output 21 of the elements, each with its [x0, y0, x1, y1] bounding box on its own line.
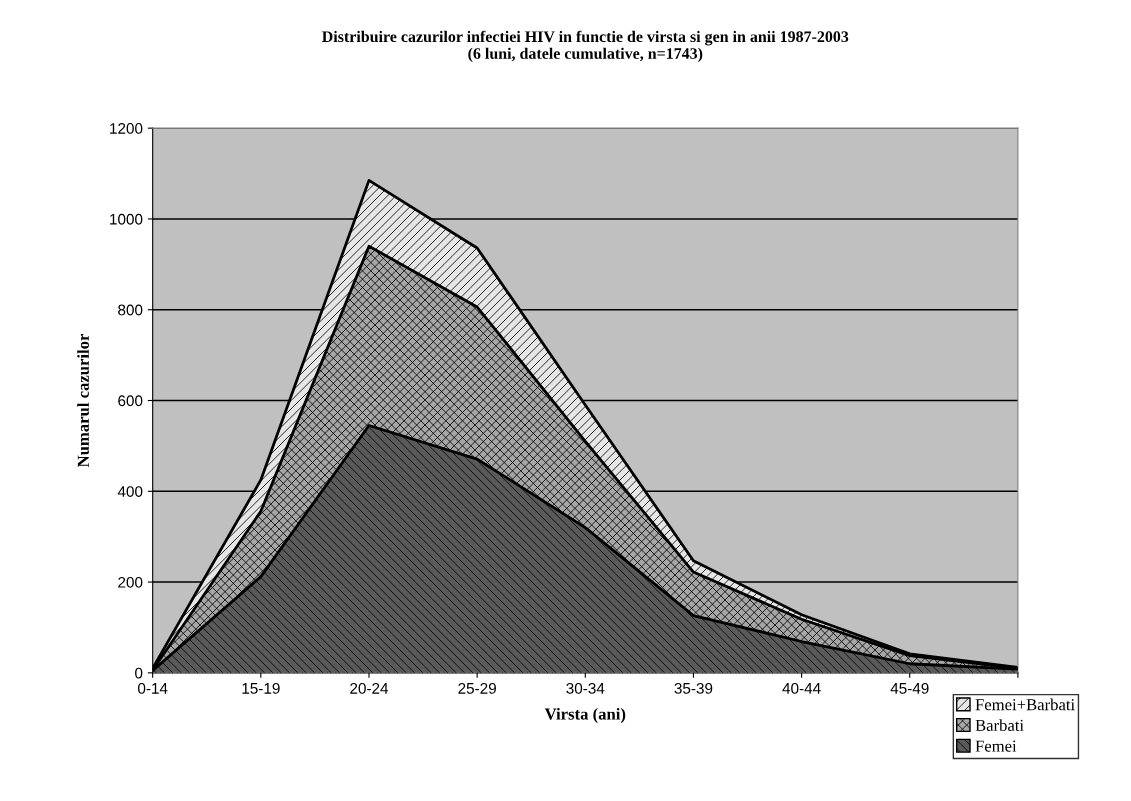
x-tick-label: 0-14: [137, 682, 168, 694]
x-axis-title: Virsta (ani): [544, 707, 626, 724]
y-tick-label: 200: [118, 576, 143, 588]
x-tick-label: 15-19: [242, 682, 280, 694]
y-tick-label: 1000: [110, 213, 143, 225]
legend-label: Barbati: [975, 719, 1024, 732]
y-tick-label: 1200: [110, 123, 143, 134]
y-axis-title: Numarul cazurilor: [77, 333, 89, 468]
y-tick-label: 400: [117, 486, 143, 497]
x-tick-label: 40-44: [782, 682, 821, 694]
legend-label: Femei: [975, 740, 1017, 752]
y-tick-label: 600: [118, 395, 143, 407]
x-tick-label: 30-34: [566, 682, 605, 694]
legend-label: Femei+Barbati: [975, 698, 1075, 711]
y-tick-label: 0: [135, 667, 143, 679]
x-tick-label: 45-49: [890, 682, 929, 694]
x-tick-label: 25-29: [458, 682, 496, 694]
y-tick-label: 800: [118, 304, 143, 316]
x-tick-label: 20-24: [350, 682, 389, 694]
chart-title: Distribuire cazurilor infectiei HIV in functie de virsta si gen in anii 1987-2003 (6 luni, datele cumulative, n=1743): [322, 30, 849, 63]
x-tick-label: 35-39: [674, 682, 713, 694]
